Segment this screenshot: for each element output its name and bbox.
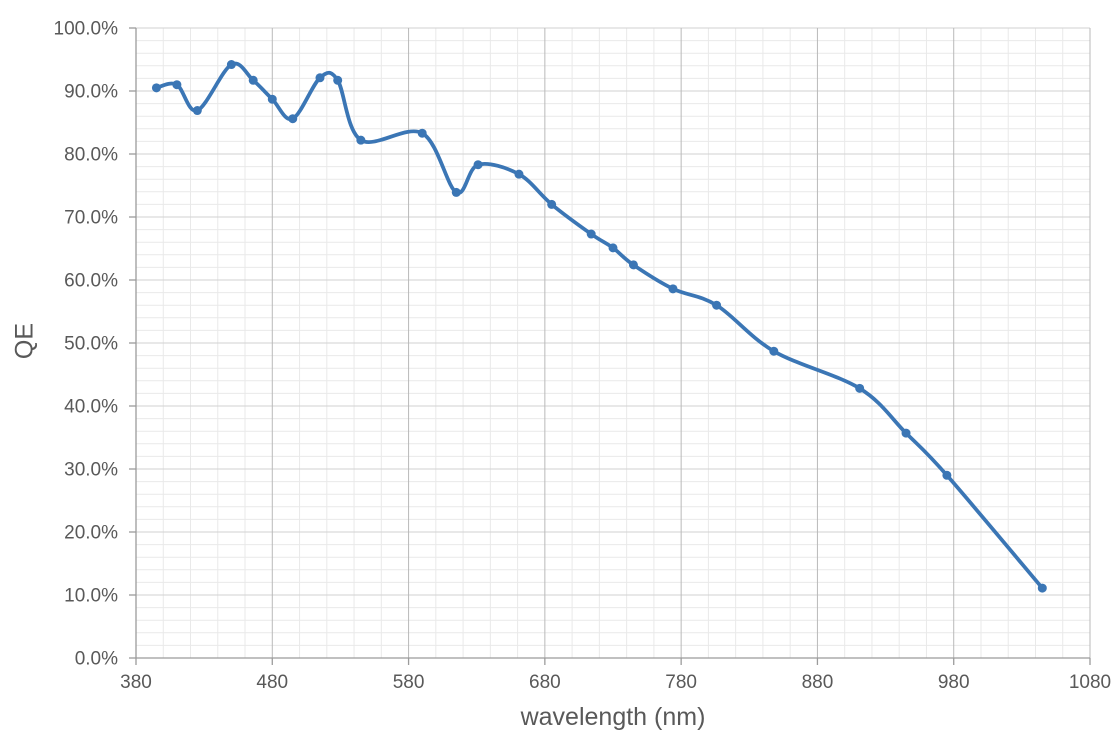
y-tick-label: 90.0%	[64, 82, 118, 103]
x-tick-label: 980	[938, 672, 970, 693]
y-tick-label: 30.0%	[64, 460, 118, 481]
data-point-marker	[315, 73, 325, 83]
y-tick-label: 40.0%	[64, 397, 118, 418]
data-point-marker	[769, 346, 779, 356]
y-axis-title: QE	[10, 322, 39, 360]
data-point-marker	[333, 75, 343, 85]
data-point-marker	[901, 428, 911, 438]
y-tick-label: 10.0%	[64, 586, 118, 607]
data-point-marker	[151, 83, 161, 93]
data-point-marker	[712, 300, 722, 310]
data-point-marker	[473, 160, 483, 170]
data-point-marker	[855, 383, 865, 393]
data-point-marker	[451, 187, 461, 197]
data-point-marker	[514, 169, 524, 179]
x-tick-label: 580	[393, 672, 425, 693]
y-tick-label: 20.0%	[64, 523, 118, 544]
data-point-marker	[942, 470, 952, 480]
data-point-marker	[547, 199, 557, 209]
data-point-marker	[267, 94, 277, 104]
x-tick-label: 880	[802, 672, 834, 693]
x-tick-label: 780	[665, 672, 697, 693]
data-point-marker	[288, 114, 298, 124]
data-point-marker	[172, 80, 182, 90]
y-tick-label: 50.0%	[64, 334, 118, 355]
x-axis-title: wavelength (nm)	[520, 703, 706, 731]
data-point-marker	[608, 243, 618, 253]
x-tick-label: 380	[120, 672, 152, 693]
data-point-marker	[226, 60, 236, 70]
x-tick-label: 1080	[1069, 672, 1111, 693]
x-tick-label: 480	[256, 672, 288, 693]
data-point-marker	[192, 106, 202, 116]
y-tick-label: 100.0%	[54, 19, 119, 40]
x-tick-label: 680	[529, 672, 561, 693]
y-tick-label: 0.0%	[75, 649, 118, 670]
data-point-marker	[356, 135, 366, 145]
y-tick-label: 70.0%	[64, 208, 118, 229]
data-point-marker	[628, 260, 638, 270]
data-point-marker	[248, 75, 258, 85]
data-point-marker	[586, 229, 596, 239]
data-point-marker	[417, 128, 427, 138]
y-tick-label: 80.0%	[64, 145, 118, 166]
data-point-marker	[668, 284, 678, 294]
data-point-marker	[1037, 583, 1047, 593]
y-tick-label: 60.0%	[64, 271, 118, 292]
